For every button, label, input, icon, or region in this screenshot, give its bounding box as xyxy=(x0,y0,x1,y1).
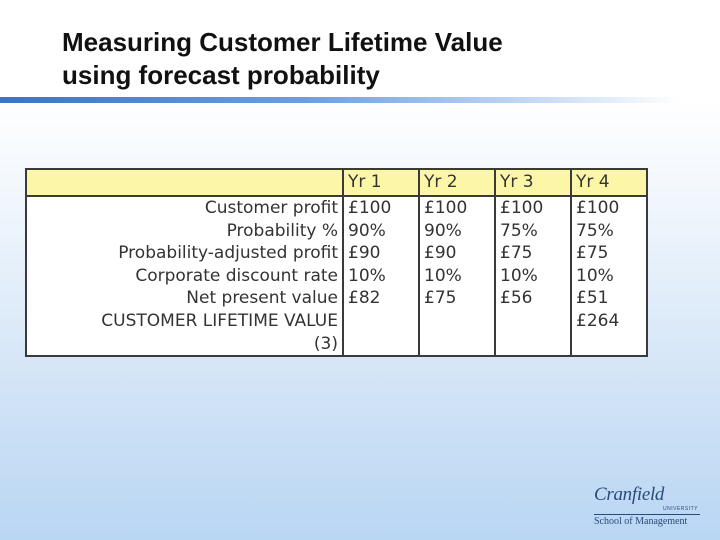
row-label: Probability-adjusted profit xyxy=(25,242,344,265)
logo-divider xyxy=(594,514,700,515)
clv-table: Yr 1 Yr 2 Yr 3 Yr 4 Customer profit £100… xyxy=(25,168,648,358)
table-cell: 75% xyxy=(570,219,648,243)
table-cell: £56 xyxy=(494,287,572,310)
header-cell-yr4: Yr 4 xyxy=(570,169,648,197)
table-cell: 90% xyxy=(342,219,420,243)
header-cell-blank xyxy=(25,169,344,197)
header-cell-yr3: Yr 3 xyxy=(494,169,572,197)
table-row: Net present value £82 £75 £56 £51 xyxy=(25,287,648,310)
row-label: Net present value xyxy=(25,287,344,310)
table-row: Probability-adjusted profit £90 £90 £75 … xyxy=(25,242,648,265)
clv-table-container: Yr 1 Yr 2 Yr 3 Yr 4 Customer profit £100… xyxy=(25,168,648,358)
total-row: CUSTOMER LIFETIME VALUE (3) £264 xyxy=(25,309,648,357)
table-cell: 90% xyxy=(418,219,496,243)
total-value: £264 xyxy=(570,309,648,357)
table-cell: £82 xyxy=(342,287,420,310)
total-label-line-1: CUSTOMER LIFETIME VALUE xyxy=(101,310,338,331)
cranfield-logo: Cranfield UNIVERSITY School of Managemen… xyxy=(592,484,704,530)
table-cell: 10% xyxy=(418,264,496,288)
slide-title-line-2: using forecast probability xyxy=(62,60,380,90)
table-cell: 10% xyxy=(570,264,648,288)
table-cell: £90 xyxy=(418,242,496,265)
table-header-row: Yr 1 Yr 2 Yr 3 Yr 4 xyxy=(25,169,648,197)
row-label: Corporate discount rate xyxy=(25,264,344,288)
total-label: CUSTOMER LIFETIME VALUE (3) xyxy=(25,309,344,357)
table-cell-empty xyxy=(494,309,572,357)
table-cell: £75 xyxy=(570,242,648,265)
table-row: Corporate discount rate 10% 10% 10% 10% xyxy=(25,264,648,288)
table-cell: £100 xyxy=(342,196,420,220)
table-cell: 10% xyxy=(342,264,420,288)
table-cell: £100 xyxy=(494,196,572,220)
logo-school: School of Management xyxy=(594,516,688,527)
table-cell: 75% xyxy=(494,219,572,243)
logo-name: Cranfield xyxy=(594,484,665,505)
table-cell: 10% xyxy=(494,264,572,288)
table-cell: £75 xyxy=(418,287,496,310)
table-row: Customer profit £100 £100 £100 £100 xyxy=(25,196,648,220)
table-cell: £100 xyxy=(418,196,496,220)
slide-title: Measuring Customer Lifetime Value using … xyxy=(62,26,682,92)
table-cell-empty xyxy=(342,309,420,357)
header-cell-yr2: Yr 2 xyxy=(418,169,496,197)
table-cell: £51 xyxy=(570,287,648,310)
table-cell: £90 xyxy=(342,242,420,265)
row-label: Customer profit xyxy=(25,196,344,220)
table-cell: £100 xyxy=(570,196,648,220)
logo-university: UNIVERSITY xyxy=(662,506,698,512)
total-label-line-2: (3) xyxy=(313,333,338,354)
table-cell: £75 xyxy=(494,242,572,265)
table-row: Probability % 90% 90% 75% 75% xyxy=(25,219,648,243)
slide-title-line-1: Measuring Customer Lifetime Value xyxy=(62,27,503,57)
table-cell-empty xyxy=(418,309,496,357)
title-underline xyxy=(0,97,680,103)
row-label: Probability % xyxy=(25,219,344,243)
header-cell-yr1: Yr 1 xyxy=(342,169,420,197)
